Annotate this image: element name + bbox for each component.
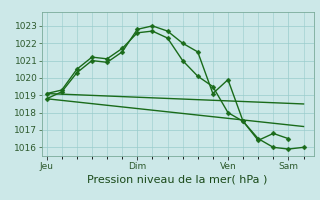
- X-axis label: Pression niveau de la mer( hPa ): Pression niveau de la mer( hPa ): [87, 175, 268, 185]
